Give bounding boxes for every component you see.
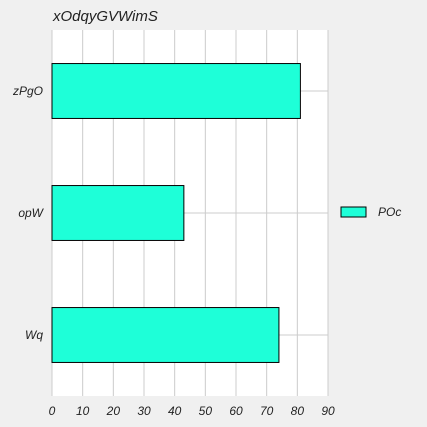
x-tick-label-4: 40 (168, 404, 182, 418)
legend: POc (340, 205, 401, 219)
y-tick-label-zPgO: zPgO (12, 84, 43, 98)
x-tick-label-2: 20 (106, 404, 121, 418)
x-tick-label-9: 90 (321, 404, 335, 418)
bar-Wq (51, 307, 280, 363)
y-tick-label-Wq: Wq (25, 328, 43, 342)
legend-swatch (340, 206, 367, 218)
x-tick-label-3: 30 (137, 404, 151, 418)
chart-title: xOdqyGVWimS (52, 8, 158, 25)
bar-zPgO (51, 63, 301, 119)
bar-opW (51, 185, 185, 241)
x-axis-ticks: 0 10 20 30 40 50 60 70 80 90 (49, 404, 335, 418)
y-tick-label-opW: opW (18, 206, 44, 220)
bars (51, 63, 301, 363)
x-tick-label-5: 50 (199, 404, 213, 418)
x-tick-label-8: 80 (291, 404, 305, 418)
x-tick-label-0: 0 (49, 404, 56, 418)
x-tick-label-6: 60 (229, 404, 243, 418)
x-tick-label-7: 70 (260, 404, 274, 418)
y-axis-ticks: zPgO opW Wq (12, 84, 45, 342)
legend-label-poc: POc (378, 205, 401, 219)
x-tick-label-1: 10 (76, 404, 90, 418)
